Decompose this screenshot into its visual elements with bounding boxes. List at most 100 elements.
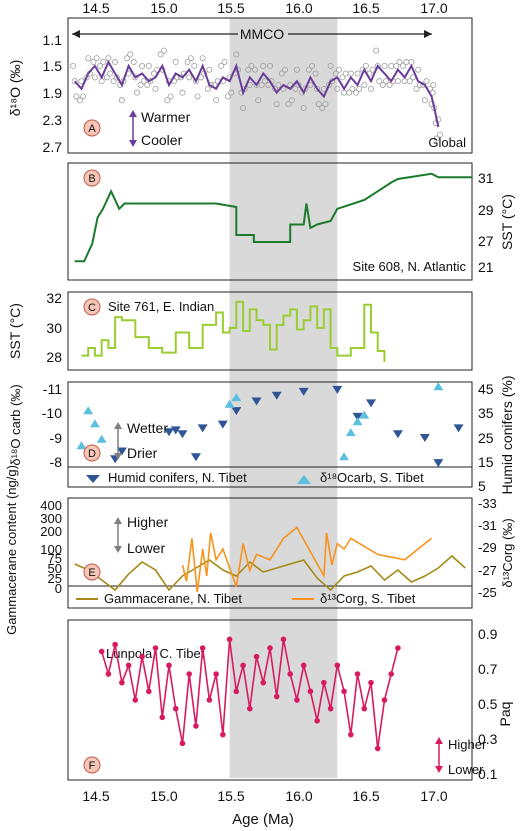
panel-a-scatter-point <box>164 97 171 104</box>
panel-a-scatter-point <box>192 78 199 85</box>
panel-a-scatter-point <box>379 82 386 89</box>
conifer-point <box>164 428 174 437</box>
panel-d-wetter: Wetter <box>127 420 168 436</box>
panel-a-scatter-point <box>314 85 321 92</box>
panel-c-frame <box>67 291 473 371</box>
paq-point <box>119 679 125 686</box>
panel-a-scatter-point <box>91 74 98 81</box>
conifer-point <box>298 387 309 396</box>
conifer-point <box>231 407 242 416</box>
panel-a-scatter-point <box>356 85 363 92</box>
panel-a-scatter-point <box>381 62 388 69</box>
panel-a-tick-2-7: 2.7 <box>43 139 63 155</box>
panel-a-arrow-up <box>129 110 137 117</box>
panel-a-scatter-point <box>293 66 300 73</box>
panel-a-scatter-point <box>273 101 280 108</box>
bottom-tick-16-0: 16.0 <box>285 788 312 804</box>
paq-point <box>247 705 253 712</box>
panel-f-tick-0-3: 0.3 <box>478 731 498 747</box>
paq-point <box>166 662 172 669</box>
panel-c-tick-28: 28 <box>46 349 62 365</box>
panel-b-marker: B <box>88 173 95 185</box>
panel-e-tick-400: 400 <box>40 498 62 513</box>
bottom-tick-15-5: 15.5 <box>217 788 244 804</box>
panel-e-lower: Lower <box>127 540 165 556</box>
panel-e-ylabel-left: Gammacerane content (ng/g) <box>4 465 19 635</box>
panel-a-scatter-point <box>172 59 179 66</box>
legend-conifers-label: Humid conifers, N. Tibet <box>108 470 247 485</box>
mmco-label: MMCO <box>240 26 284 42</box>
mmco-highlight-band <box>229 18 338 778</box>
panel-d-tick-neg9: -9 <box>50 430 63 446</box>
panel-a-scatter-point <box>415 66 422 73</box>
panel-a-scatter-point <box>248 62 255 69</box>
paq-point <box>253 653 260 660</box>
panel-d-points <box>76 382 464 468</box>
panel-a-scatter-point <box>140 78 147 85</box>
paq-point <box>294 697 300 703</box>
paq-point <box>139 653 145 660</box>
panel-a-scatter-point <box>85 55 92 62</box>
panel-a-scatter-point <box>132 74 139 81</box>
paq-point <box>348 731 354 738</box>
paq-point <box>334 662 341 669</box>
panel-e-higher: Higher <box>127 514 169 530</box>
paq-point <box>368 679 374 686</box>
panel-a-scatter-point <box>80 93 87 100</box>
d18o-carb-point <box>76 441 87 450</box>
panel-a-scatter-point <box>312 70 319 77</box>
panel-a-scatter-point <box>265 82 272 89</box>
panel-a-marker: A <box>88 123 96 135</box>
panel-a-scatter-point <box>430 82 437 89</box>
panel-e: Gammacerane content (ng/g) 400 300 200 1… <box>4 465 515 635</box>
panel-a-scatter-point <box>278 70 285 77</box>
panel-a-scatter-point <box>145 62 152 69</box>
panel-e-arrow-down <box>114 546 122 553</box>
panel-a-scatter-point <box>187 55 194 62</box>
panel-e-tick-100: 100 <box>40 542 62 557</box>
panel-a-scatter-point <box>388 62 395 69</box>
panel-a-scatter-point <box>118 97 125 104</box>
panel-d-marker-circle <box>83 444 101 462</box>
panel-a-frame <box>67 17 473 154</box>
paq-point <box>186 671 192 677</box>
panel-a-scatter-point <box>105 55 112 62</box>
panel-a-scatter-point <box>300 104 307 111</box>
panel-a-scatter-point <box>413 85 420 92</box>
panel-a-scatter-point <box>179 89 186 96</box>
panel-f-tick-0-1: 0.1 <box>478 766 498 782</box>
conifer-point <box>366 399 376 408</box>
paq-point <box>105 671 112 677</box>
d18o-carb-point <box>89 419 100 428</box>
panel-a-scatter-point <box>408 59 415 66</box>
legend-d18o-icon <box>297 475 311 484</box>
panel-f-arrow-down <box>435 766 443 773</box>
panel-a-scatter-point <box>194 93 201 100</box>
mmco-arrow-right-head <box>424 30 432 38</box>
panel-f-tick-0-5: 0.5 <box>478 696 498 712</box>
panel-e-d13c-line <box>181 526 433 593</box>
panel-f-tick-0-9: 0.9 <box>478 626 498 642</box>
paq-point <box>199 645 206 651</box>
paq-point <box>98 648 105 655</box>
panel-a-scatter-point <box>137 82 144 89</box>
panel-f-ylabel: Paq <box>497 702 513 727</box>
conifer-point <box>190 453 201 462</box>
paq-point <box>273 693 280 700</box>
panel-c-tick-30: 30 <box>46 320 62 336</box>
panel-a-scatter-point <box>167 93 174 100</box>
panel-d-tick-15: 15 <box>478 454 494 470</box>
panel-b-tick-29: 29 <box>478 202 494 218</box>
panel-a-scatter-point <box>309 62 316 69</box>
paq-point <box>381 697 388 703</box>
panel-c-ylabel: SST (°C) <box>7 303 23 359</box>
panel-e-tick-neg33: -33 <box>478 496 497 511</box>
panel-e-tick-50: 50 <box>48 561 62 576</box>
paq-point <box>132 697 139 703</box>
panel-a-scatter-point <box>123 55 130 62</box>
bottom-tick-14-5: 14.5 <box>82 788 109 804</box>
panel-a-scatter-point <box>144 82 151 89</box>
panel-a-scatter-point <box>335 66 342 73</box>
panel-a-scatter-point <box>204 85 211 92</box>
conifer-point <box>352 412 363 421</box>
